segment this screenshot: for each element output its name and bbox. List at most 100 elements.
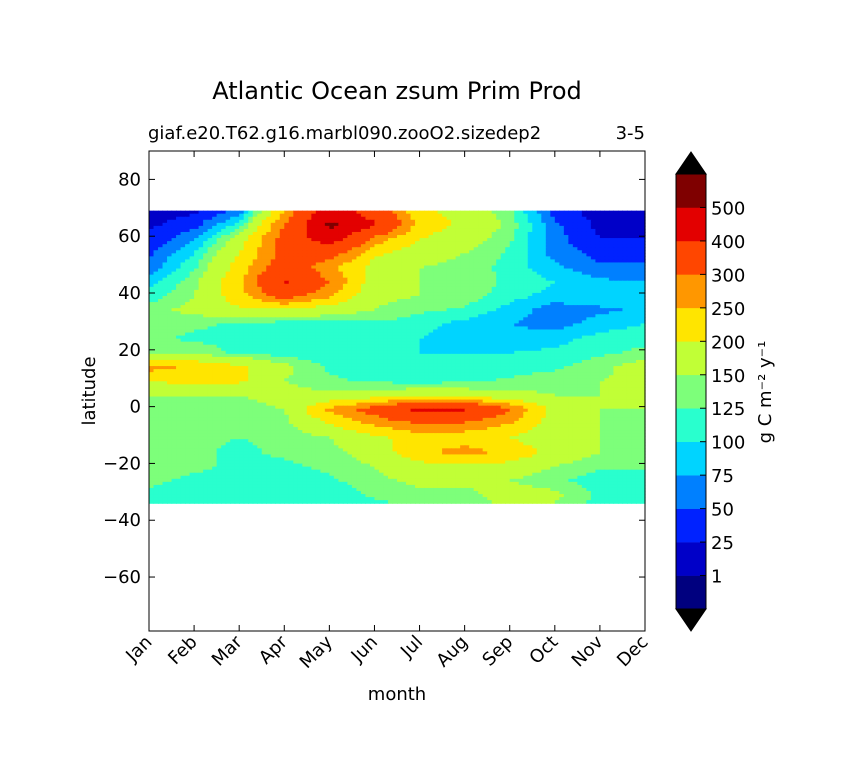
- contour-cell: [351, 268, 358, 273]
- contour-cell: [203, 305, 209, 309]
- contour-cell: [185, 213, 191, 218]
- contour-cell: [351, 247, 358, 251]
- contour-cell: [527, 335, 533, 340]
- contour-cell: [230, 283, 236, 288]
- contour-cell: [329, 280, 335, 285]
- contour-cell: [239, 219, 245, 224]
- contour-cell: [279, 317, 285, 321]
- contour-cell: [351, 253, 358, 257]
- chart-subtitle-left: giaf.e20.T62.g16.marbl090.zooO2.sizedep2: [148, 123, 541, 144]
- contour-cell: [541, 289, 547, 294]
- contour-cell: [428, 323, 434, 328]
- contour-cell: [248, 305, 254, 309]
- contour-cell: [230, 305, 236, 309]
- contour-cell: [176, 241, 182, 245]
- contour-cell: [189, 311, 195, 315]
- contour-cell: [360, 305, 367, 309]
- contour-cell: [604, 213, 610, 218]
- contour-cell: [469, 268, 475, 273]
- contour-cell: [311, 283, 317, 288]
- contour-cell: [369, 335, 376, 340]
- contour-cell: [189, 274, 195, 279]
- contour-cell: [261, 295, 267, 300]
- contour-cell: [563, 222, 569, 227]
- contour-cell: [257, 274, 263, 279]
- contour-cell: [347, 210, 353, 215]
- contour-cell: [356, 295, 362, 300]
- contour-cell: [306, 271, 312, 276]
- contour-cell: [315, 341, 321, 346]
- contour-cell: [500, 219, 506, 224]
- contour-cell: [406, 268, 412, 273]
- contour-cell: [284, 311, 290, 315]
- contour-cell: [442, 320, 448, 324]
- contour-cell: [464, 344, 470, 349]
- contour-cell: [333, 332, 339, 337]
- contour-cell: [608, 323, 615, 328]
- contour-cell: [360, 311, 367, 315]
- contour-cell: [613, 274, 619, 279]
- contour-cell: [473, 213, 479, 218]
- contour-cell: [545, 311, 551, 315]
- contour-cell: [473, 216, 479, 221]
- contour-cell: [351, 210, 358, 215]
- contour-cell: [496, 308, 502, 312]
- contour-cell: [243, 289, 249, 294]
- contour-cell: [604, 317, 610, 321]
- contour-cell: [347, 259, 353, 264]
- contour-cell: [608, 320, 615, 324]
- contour-cell: [279, 338, 285, 343]
- contour-cell: [320, 308, 326, 312]
- contour-cell: [261, 235, 267, 239]
- contour-cell: [297, 280, 303, 285]
- contour-cell: [626, 222, 633, 227]
- contour-cell: [500, 305, 506, 309]
- contour-cell: [401, 265, 407, 270]
- contour-cell: [252, 228, 258, 233]
- contour-cell: [369, 289, 376, 294]
- contour-cell: [635, 216, 642, 221]
- contour-cell: [446, 241, 452, 245]
- contour-cell: [216, 238, 222, 242]
- contour-cell: [284, 299, 290, 303]
- contour-cell: [640, 332, 646, 337]
- contour-cell: [284, 213, 290, 218]
- contour-cell: [153, 320, 159, 324]
- contour-cell: [478, 311, 484, 315]
- contour-cell: [212, 338, 218, 343]
- contour-cell: [302, 308, 308, 312]
- contour-cell: [225, 341, 231, 346]
- contour-cell: [198, 253, 204, 257]
- contour-cell: [365, 225, 371, 230]
- contour-cell: [194, 311, 200, 315]
- contour-cell: [248, 299, 254, 303]
- contour-cell: [464, 247, 470, 251]
- contour-cell: [216, 244, 222, 248]
- contour-cell: [415, 320, 421, 324]
- contour-cell: [248, 286, 254, 291]
- contour-cell: [171, 323, 177, 328]
- contour-cell: [162, 216, 168, 221]
- contour-cell: [243, 295, 249, 300]
- contour-cell: [221, 219, 227, 224]
- contour-cell: [387, 241, 394, 245]
- contour-cell: [234, 277, 240, 282]
- contour-cell: [622, 228, 628, 233]
- contour-cell: [212, 265, 218, 270]
- contour-cell: [315, 277, 321, 282]
- contour-cell: [189, 302, 195, 306]
- contour-cell: [568, 338, 574, 343]
- contour-cell: [415, 247, 421, 251]
- contour-cell: [500, 299, 506, 303]
- contour-cell: [297, 256, 303, 261]
- contour-cell: [333, 292, 339, 297]
- contour-cell: [581, 210, 587, 215]
- contour-cell: [198, 308, 204, 312]
- contour-cell: [590, 256, 596, 261]
- contour-cell: [599, 329, 606, 334]
- contour-cell: [158, 225, 164, 230]
- contour-cell: [293, 213, 299, 218]
- contour-cell: [464, 277, 470, 282]
- contour-cell: [387, 317, 394, 321]
- contour-cell: [311, 222, 317, 227]
